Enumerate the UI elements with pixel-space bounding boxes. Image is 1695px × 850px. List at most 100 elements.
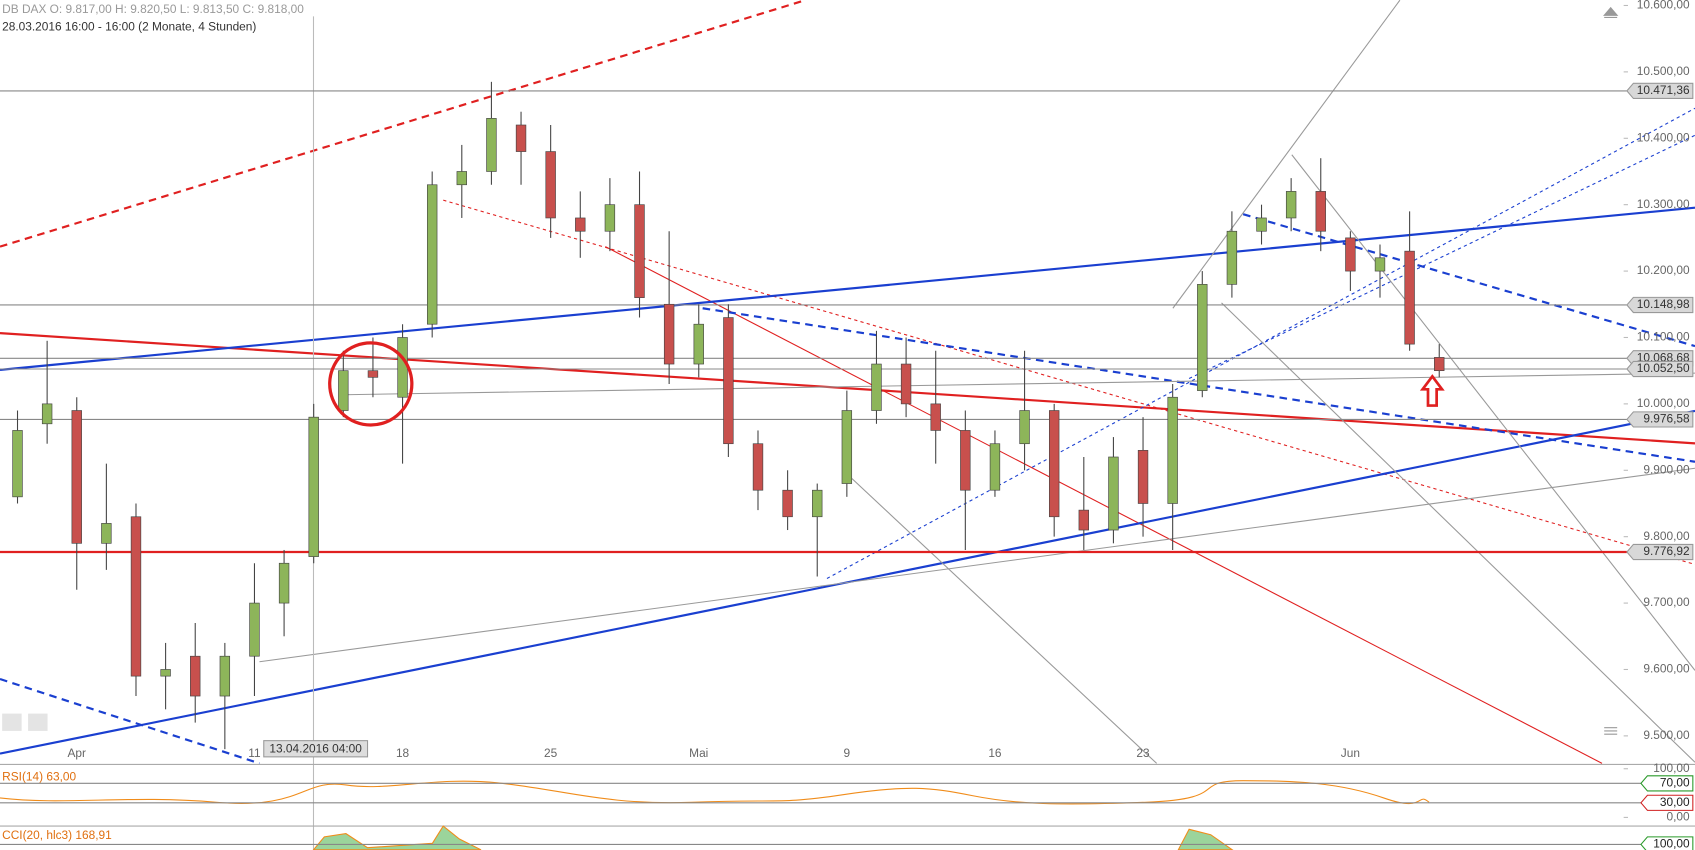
level-label: 10.052,50 [1637, 361, 1690, 375]
subtitle: 28.03.2016 16:00 - 16:00 (2 Monate, 4 St… [2, 19, 256, 33]
y-tick-label: 9.700,00 [1643, 595, 1690, 609]
level-box [1626, 360, 1694, 378]
candle-body [101, 523, 112, 544]
candle-body [160, 669, 171, 677]
trend-line [443, 199, 1695, 565]
y-tick-label: 9.800,00 [1643, 529, 1690, 543]
y-tick-label: 9.900,00 [1643, 462, 1690, 476]
candle-body [278, 562, 290, 604]
candle-body [1197, 284, 1208, 391]
trend-line [605, 246, 1603, 764]
trend-line [1291, 154, 1695, 671]
y-tick-label: 10.400,00 [1637, 130, 1690, 144]
candle-body [841, 410, 853, 484]
candle-body [871, 363, 882, 411]
candle-body [812, 489, 823, 518]
candle-body [367, 370, 379, 378]
x-tick-label: Jun [1341, 746, 1360, 760]
y-tick-label: 100,00 [1653, 837, 1690, 850]
y-tick-label: 10.300,00 [1637, 197, 1690, 211]
x-tick-label: Mai [689, 746, 708, 760]
candle-body [604, 204, 616, 232]
level-box [1626, 296, 1694, 314]
button[interactable] [2, 713, 22, 731]
y-tick-label: 10.100,00 [1637, 330, 1690, 344]
trend-line [1221, 302, 1695, 763]
candle-body [900, 363, 912, 405]
candle-body [782, 489, 793, 518]
y-tick-label: 0,00 [1666, 810, 1690, 824]
candle-body [456, 171, 467, 186]
candle-body [1078, 509, 1089, 531]
candle-body [989, 443, 1001, 491]
x-tick-label: Apr [68, 746, 87, 760]
candle-body [1374, 257, 1386, 272]
header: DB DAX O: 9.817,00 H: 9.820,50 L: 9.813,… [2, 2, 304, 16]
candle-body [1285, 191, 1297, 219]
y-tick-label: 10.200,00 [1637, 263, 1690, 277]
candle-body [1404, 250, 1415, 345]
candle-body [130, 516, 142, 677]
x-tick-label: 23 [1136, 746, 1150, 760]
trend-line [0, 206, 1695, 371]
candle-body [1167, 396, 1178, 504]
cci-area [312, 825, 1234, 850]
rsi-title: RSI(14) 63,00 [2, 770, 76, 784]
level-label: 10.471,36 [1637, 83, 1690, 97]
level-label: 9.776,92 [1643, 544, 1689, 558]
x-tick-label: 16 [988, 746, 1002, 760]
candle-body [723, 317, 734, 445]
level-box [1640, 794, 1694, 811]
level-box [1640, 775, 1694, 792]
level-label: 9.976,58 [1643, 412, 1690, 426]
candle-body [752, 443, 764, 491]
x-tick-label: 18 [396, 746, 410, 760]
level-box [1626, 82, 1694, 100]
trend-line [702, 307, 1695, 463]
candle-body [960, 430, 971, 491]
candle-body [308, 416, 319, 557]
level-box [1640, 836, 1694, 850]
y-tick-label: 70,00 [1660, 775, 1690, 789]
scroll-icon[interactable] [1603, 6, 1619, 19]
candle-body [1256, 217, 1267, 232]
trend-line [259, 467, 1695, 663]
cci-title: CCI(20, hlc3) 168,91 [2, 828, 112, 842]
y-tick-label: 9.600,00 [1643, 662, 1690, 676]
crosshair-box [263, 740, 369, 758]
crosshair-label: 13.04.2016 04:00 [269, 741, 362, 755]
trend-line [0, 332, 1695, 445]
candle-body [12, 430, 23, 498]
y-tick-label: 10.000,00 [1637, 396, 1690, 410]
candle-body [1434, 357, 1445, 372]
candle-body [515, 124, 527, 152]
trend-line [1242, 213, 1695, 348]
highlight-circle [328, 341, 414, 427]
candle-body [1019, 410, 1030, 445]
candle-body [1226, 230, 1238, 285]
candle-body [930, 403, 941, 431]
x-tick-label: 11 [248, 746, 261, 760]
trend-line [1172, 0, 1401, 309]
candle-body [397, 337, 408, 398]
menu-icon[interactable] [1604, 727, 1618, 735]
trend-line [0, 0, 806, 248]
button[interactable] [28, 713, 48, 731]
candle-body [634, 204, 645, 298]
trend-line [1188, 134, 1695, 380]
candle-body [426, 184, 438, 325]
rsi-line [0, 780, 1430, 805]
candle-body [190, 655, 201, 697]
y-tick-label: 9.500,00 [1643, 728, 1690, 742]
candle-body [41, 403, 53, 425]
x-tick-label: 25 [544, 746, 558, 760]
trend-line [343, 372, 1695, 396]
candle-body [249, 602, 260, 657]
candle-body [693, 323, 704, 365]
y-tick-label: 10.600,00 [1637, 0, 1690, 12]
candle-body [545, 151, 556, 219]
level-box [1626, 543, 1694, 561]
candle-body [1137, 450, 1149, 504]
